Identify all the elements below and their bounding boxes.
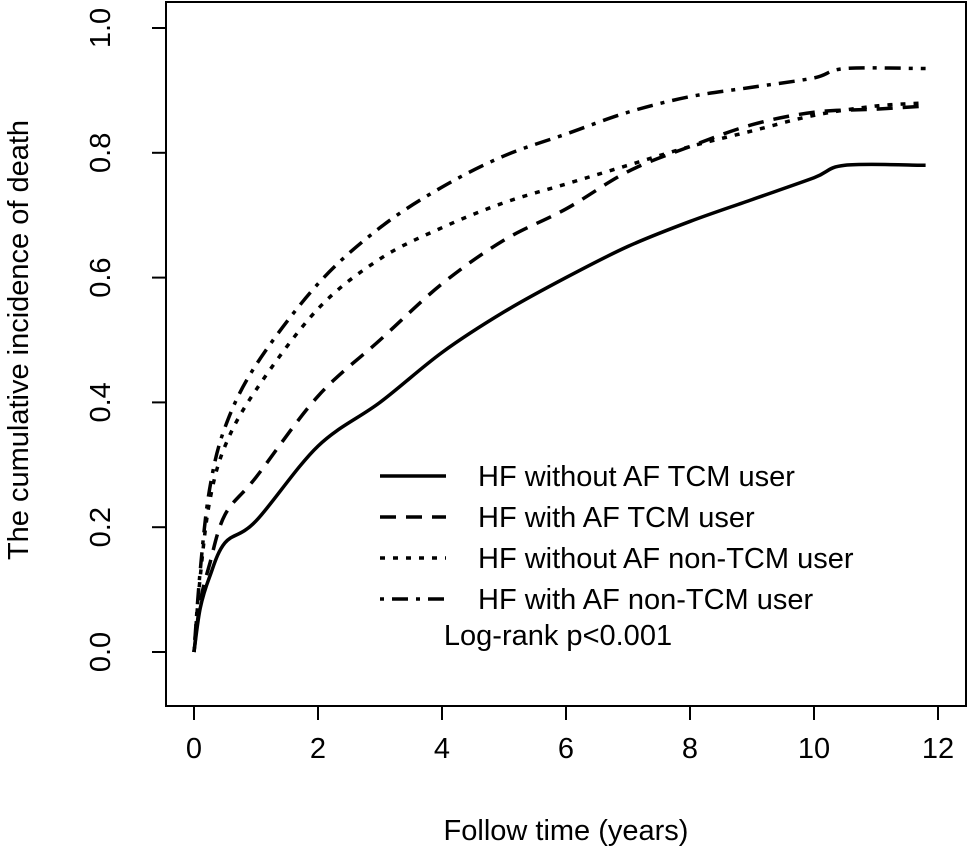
y-tick-label: 0.8 <box>85 133 117 173</box>
x-tick-label: 6 <box>558 733 574 765</box>
legend-label: HF without AF TCM user <box>478 461 795 493</box>
x-tick-label: 2 <box>310 733 326 765</box>
legend-label: HF with AF non-TCM user <box>478 584 814 616</box>
x-axis-label: Follow time (years) <box>444 815 689 847</box>
y-axis-label: The cumulative incidence of death <box>3 120 35 560</box>
legend-label: HF without AF non-TCM user <box>478 543 854 575</box>
x-tick-label: 12 <box>922 733 954 765</box>
y-tick-label: 1.0 <box>85 8 117 48</box>
x-tick-label: 4 <box>434 733 450 765</box>
series-line-4 <box>192 66 926 653</box>
y-axis: 0.0 0.2 0.4 0.6 0.8 1.0 <box>85 8 166 672</box>
x-tick-label: 10 <box>798 733 830 765</box>
series-line-1 <box>192 162 926 653</box>
series-lines <box>192 66 926 653</box>
x-tick-label: 0 <box>186 733 202 765</box>
y-tick-label: 0.4 <box>85 382 117 422</box>
legend: HF without AF TCM user HF with AF TCM use… <box>380 461 854 616</box>
log-rank-annotation: Log-rank p<0.001 <box>444 620 672 652</box>
y-tick-label: 0.0 <box>85 632 117 672</box>
x-tick-label: 8 <box>682 733 698 765</box>
y-tick-label: 0.2 <box>85 507 117 547</box>
legend-label: HF with AF TCM user <box>478 502 755 534</box>
y-tick-label: 0.6 <box>85 257 117 297</box>
x-axis: 0 2 4 6 8 10 12 <box>186 706 954 765</box>
